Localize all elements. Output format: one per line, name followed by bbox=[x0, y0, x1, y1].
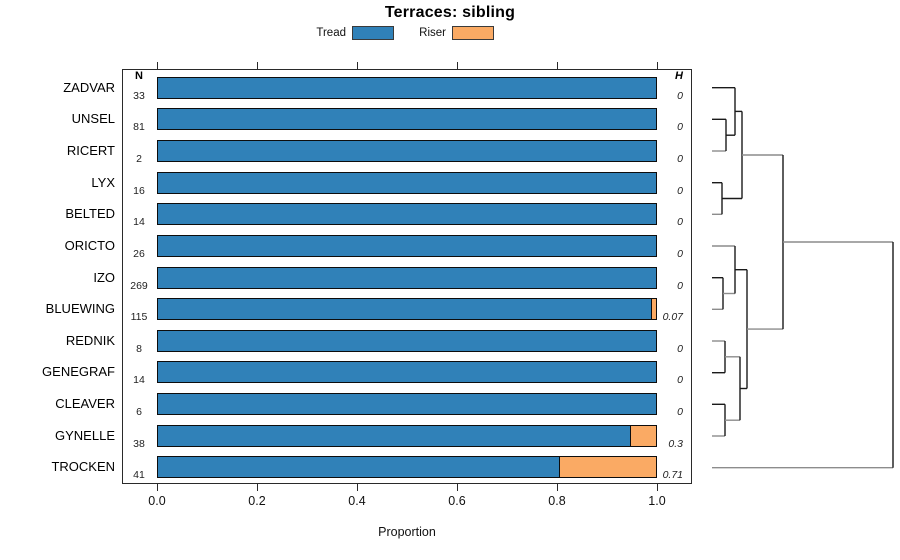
row-bar bbox=[157, 424, 657, 447]
axis-tick bbox=[557, 62, 559, 69]
row-bar bbox=[157, 139, 657, 162]
bar-segment-tread bbox=[158, 204, 656, 225]
row-label: REDNIK bbox=[65, 332, 115, 348]
bar-segment-tread bbox=[158, 235, 656, 256]
legend-label-riser: Riser bbox=[419, 27, 446, 39]
row-n-value: 26 bbox=[133, 247, 145, 260]
axis-tick bbox=[457, 484, 459, 491]
plot-panel bbox=[122, 69, 692, 484]
row-bar bbox=[157, 108, 657, 131]
bar-segment-tread bbox=[158, 77, 656, 98]
axis-tick bbox=[657, 62, 659, 69]
n-column-header: N bbox=[135, 70, 143, 82]
row-n-value: 81 bbox=[133, 121, 145, 134]
row-h-value: 0 bbox=[677, 216, 683, 229]
row-h-value: 0 bbox=[677, 342, 683, 355]
bar-segment-tread bbox=[158, 425, 630, 446]
row-bar bbox=[157, 171, 657, 194]
row-label: CLEAVER bbox=[55, 396, 115, 412]
bar-segment-tread bbox=[158, 267, 656, 288]
axis-tick bbox=[557, 484, 559, 491]
bar-segment-tread bbox=[158, 172, 656, 193]
bar-segment-tread bbox=[158, 394, 656, 415]
legend-label-tread: Tread bbox=[316, 27, 346, 39]
bar-segment-tread bbox=[158, 140, 656, 161]
x-axis-title: Proportion bbox=[378, 525, 436, 539]
row-n-value: 2 bbox=[136, 152, 142, 165]
row-bar bbox=[157, 203, 657, 226]
row-n-value: 16 bbox=[133, 184, 145, 197]
row-label: ZADVAR bbox=[63, 79, 115, 95]
row-label: IZO bbox=[93, 269, 115, 285]
axis-tick-label: 0.8 bbox=[548, 494, 566, 508]
row-h-value: 0 bbox=[677, 89, 683, 102]
row-n-value: 14 bbox=[133, 216, 145, 229]
row-h-value: 0 bbox=[677, 184, 683, 197]
row-h-value: 0 bbox=[677, 152, 683, 165]
bar-segment-riser bbox=[629, 425, 656, 446]
row-h-value: 0 bbox=[677, 247, 683, 260]
row-bar bbox=[157, 234, 657, 257]
dendrogram bbox=[712, 86, 894, 469]
axis-tick-label: 1.0 bbox=[648, 494, 666, 508]
row-n-value: 38 bbox=[133, 437, 145, 450]
row-bar bbox=[157, 456, 657, 479]
axis-tick bbox=[457, 62, 459, 69]
axis-tick bbox=[157, 62, 159, 69]
row-n-value: 115 bbox=[130, 311, 148, 324]
row-bar bbox=[157, 393, 657, 416]
axis-tick bbox=[357, 62, 359, 69]
row-label: GYNELLE bbox=[55, 427, 115, 443]
row-h-value: 0 bbox=[677, 406, 683, 419]
row-n-value: 33 bbox=[133, 89, 145, 102]
row-bar bbox=[157, 266, 657, 289]
row-h-value: 0 bbox=[677, 374, 683, 387]
row-label: TROCKEN bbox=[51, 459, 115, 475]
axis-tick-label: 0.2 bbox=[248, 494, 266, 508]
bar-segment-riser bbox=[651, 299, 656, 320]
bar-segment-riser bbox=[558, 457, 656, 478]
axis-tick-label: 0.6 bbox=[448, 494, 466, 508]
axis-tick bbox=[657, 484, 659, 491]
row-label: UNSEL bbox=[71, 111, 115, 127]
axis-tick-label: 0.4 bbox=[348, 494, 366, 508]
axis-tick bbox=[157, 484, 159, 491]
h-column-header: H bbox=[675, 70, 683, 82]
row-label: GENEGRAF bbox=[42, 364, 115, 380]
axis-tick bbox=[257, 484, 259, 491]
row-bar bbox=[157, 329, 657, 352]
axis-tick bbox=[357, 484, 359, 491]
row-label: ORICTO bbox=[64, 237, 115, 253]
axis-tick bbox=[257, 62, 259, 69]
row-label: RICERT bbox=[66, 142, 115, 158]
row-h-value: 0.71 bbox=[662, 469, 683, 482]
row-n-value: 269 bbox=[130, 279, 148, 292]
bar-segment-tread bbox=[158, 109, 656, 130]
chart-title: Terraces: sibling bbox=[384, 4, 516, 21]
row-n-value: 6 bbox=[136, 406, 142, 419]
row-n-value: 14 bbox=[133, 374, 145, 387]
row-label: BLUEWING bbox=[45, 301, 115, 317]
row-h-value: 0.3 bbox=[668, 437, 683, 450]
row-label: LYX bbox=[91, 174, 115, 190]
bar-segment-tread bbox=[158, 362, 656, 383]
row-bar bbox=[157, 76, 657, 99]
legend-swatch-riser bbox=[452, 26, 494, 40]
row-n-value: 8 bbox=[136, 342, 142, 355]
row-n-value: 41 bbox=[133, 469, 145, 482]
bar-segment-tread bbox=[158, 299, 652, 320]
row-h-value: 0.07 bbox=[662, 311, 683, 324]
axis-tick-label: 0.0 bbox=[148, 494, 166, 508]
bar-segment-tread bbox=[158, 457, 559, 478]
legend-swatch-tread bbox=[352, 26, 394, 40]
row-label: BELTED bbox=[65, 206, 115, 222]
row-bar bbox=[157, 361, 657, 384]
row-h-value: 0 bbox=[677, 279, 683, 292]
row-bar bbox=[157, 298, 657, 321]
bar-segment-tread bbox=[158, 330, 656, 351]
row-h-value: 0 bbox=[677, 121, 683, 134]
